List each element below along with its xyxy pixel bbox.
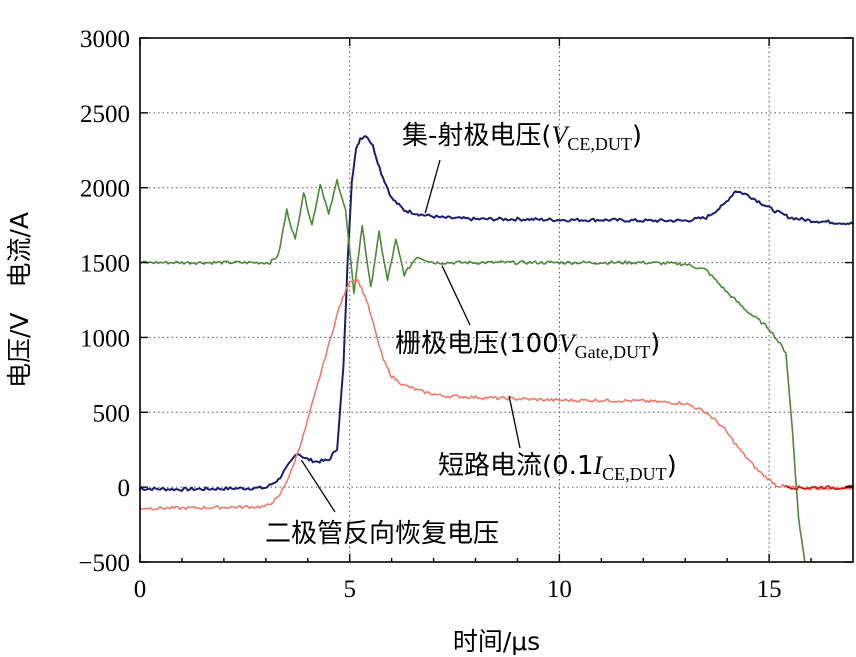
annotation-var: V <box>559 329 578 358</box>
annotation-label: 栅极电压(100VGate,DUT) <box>395 329 660 362</box>
y-tick-label: 500 <box>93 400 131 427</box>
y-tick-label: −500 <box>78 550 130 577</box>
annotation-sub: Gate,DUT <box>575 342 650 362</box>
annotation-label: 集-射极电压(VCE,DUT) <box>402 121 642 154</box>
y-tick-label: 3000 <box>80 26 130 53</box>
annotation-var: I <box>593 451 604 480</box>
plot-frame <box>139 37 854 563</box>
y-tick-label: 1000 <box>80 325 130 352</box>
series-line-0 <box>139 135 854 492</box>
x-axis-label: 时间/μs <box>453 627 540 656</box>
annotation-text: 短路电流(0.1 <box>438 451 594 481</box>
series-line-2 <box>139 279 854 511</box>
x-tick-label: 15 <box>757 576 782 603</box>
annotation-text: 集-射极电压( <box>402 121 552 151</box>
annotations: 集-射极电压(VCE,DUT)栅极电压(100VGate,DUT)短路电流(0.… <box>265 121 677 549</box>
series-layer <box>139 135 854 563</box>
y-tick-label: 1500 <box>80 251 130 278</box>
annotation-text: 栅极电压(100 <box>395 329 559 359</box>
annotation-leader <box>508 395 521 449</box>
annotation-sub: CE,DUT <box>567 134 632 154</box>
series-line-1 <box>139 178 806 563</box>
y-tick-label: 2000 <box>80 176 130 203</box>
annotation-label: 短路电流(0.1ICE,DUT) <box>438 451 677 484</box>
annotation-leader <box>424 159 441 214</box>
x-tick-label: 10 <box>547 576 572 603</box>
annotation-sub: CE,DUT <box>602 464 667 484</box>
axis-ticks <box>139 37 853 563</box>
x-tick-label: 0 <box>134 576 147 603</box>
grid <box>140 38 853 562</box>
annotation-leader <box>300 459 336 513</box>
annotation-leaders <box>300 159 521 513</box>
annotation-var: V <box>552 121 571 150</box>
y-axis-label: 电压/V 电流/A <box>5 212 34 388</box>
annotation-close: ) <box>632 121 642 151</box>
annotation-label: 二极管反向恢复电压 <box>265 519 499 549</box>
annotation-close: ) <box>667 451 677 481</box>
annotation-leader <box>441 265 471 326</box>
x-tick-label: 5 <box>343 576 356 603</box>
y-tick-label: 0 <box>118 475 131 502</box>
series-line-3 <box>785 484 854 491</box>
y-tick-label: 2500 <box>80 101 130 128</box>
annotation-close: ) <box>650 329 660 359</box>
annotation-text: 二极管反向恢复电压 <box>265 519 499 549</box>
